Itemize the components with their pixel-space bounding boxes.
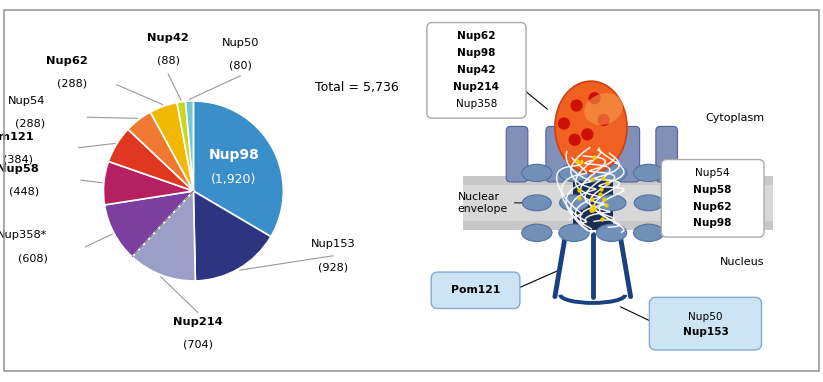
Text: (1,920): (1,920)	[212, 173, 257, 186]
Text: (608): (608)	[18, 253, 48, 263]
Text: Total = 5,736: Total = 5,736	[315, 81, 398, 94]
Wedge shape	[133, 191, 195, 281]
Text: Nup214: Nup214	[453, 82, 500, 92]
Ellipse shape	[559, 164, 589, 181]
Text: Nup58: Nup58	[0, 164, 39, 174]
Text: Nup153: Nup153	[682, 327, 728, 337]
Ellipse shape	[523, 195, 551, 211]
FancyBboxPatch shape	[506, 126, 528, 182]
Text: Nup54: Nup54	[695, 168, 730, 178]
FancyBboxPatch shape	[661, 160, 764, 237]
Text: Nup54: Nup54	[7, 96, 45, 105]
Text: Nup62: Nup62	[45, 56, 87, 66]
Wedge shape	[177, 101, 193, 191]
Circle shape	[570, 99, 583, 112]
Text: Pom121: Pom121	[451, 285, 500, 295]
Ellipse shape	[522, 164, 552, 181]
Ellipse shape	[634, 224, 664, 241]
Wedge shape	[104, 162, 193, 205]
Text: Nup98: Nup98	[694, 219, 732, 228]
Wedge shape	[109, 129, 193, 191]
Ellipse shape	[634, 164, 664, 181]
Circle shape	[569, 134, 581, 146]
Text: Nup62: Nup62	[693, 202, 732, 212]
Text: (448): (448)	[8, 186, 39, 196]
Wedge shape	[128, 112, 193, 191]
Text: (288): (288)	[15, 118, 45, 128]
Ellipse shape	[597, 195, 626, 211]
Wedge shape	[193, 101, 283, 237]
FancyBboxPatch shape	[463, 185, 773, 221]
Text: Nup98: Nup98	[458, 49, 495, 58]
Text: Nup358: Nup358	[456, 99, 497, 109]
Text: Nup358*: Nup358*	[0, 230, 48, 241]
Text: (384): (384)	[3, 154, 33, 164]
Ellipse shape	[635, 195, 663, 211]
Text: Nup50: Nup50	[221, 38, 259, 48]
Text: Nup214: Nup214	[173, 317, 223, 327]
Ellipse shape	[522, 224, 552, 241]
Wedge shape	[193, 191, 271, 281]
FancyBboxPatch shape	[580, 126, 602, 182]
Text: (88): (88)	[156, 55, 179, 65]
Text: Cytoplasm: Cytoplasm	[705, 113, 764, 123]
Text: Nup62: Nup62	[457, 31, 495, 41]
Wedge shape	[151, 102, 193, 191]
Text: Nup50: Nup50	[688, 311, 723, 322]
Circle shape	[588, 92, 601, 104]
Text: (928): (928)	[318, 262, 348, 272]
Circle shape	[558, 117, 570, 129]
Text: Nucleus: Nucleus	[719, 257, 764, 267]
Ellipse shape	[584, 93, 623, 125]
FancyBboxPatch shape	[463, 176, 773, 230]
Wedge shape	[185, 101, 193, 191]
Text: Nup153: Nup153	[310, 240, 356, 249]
Text: Pom121: Pom121	[0, 131, 33, 141]
Ellipse shape	[597, 224, 626, 241]
Wedge shape	[105, 191, 193, 257]
Text: Nup58: Nup58	[694, 185, 732, 195]
Ellipse shape	[559, 224, 589, 241]
FancyBboxPatch shape	[546, 126, 568, 182]
Ellipse shape	[555, 81, 627, 173]
FancyBboxPatch shape	[656, 126, 677, 182]
FancyBboxPatch shape	[649, 297, 761, 350]
Text: Nuclear
envelope: Nuclear envelope	[458, 192, 508, 214]
Text: Nup98: Nup98	[209, 148, 259, 162]
FancyBboxPatch shape	[431, 272, 520, 309]
Ellipse shape	[560, 195, 588, 211]
Ellipse shape	[597, 164, 626, 181]
Text: (80): (80)	[229, 61, 252, 71]
Text: Nup42: Nup42	[457, 65, 495, 75]
FancyBboxPatch shape	[573, 176, 612, 230]
Text: (704): (704)	[183, 340, 213, 350]
FancyBboxPatch shape	[618, 126, 639, 182]
Text: Nup42: Nup42	[147, 32, 189, 42]
Text: (288): (288)	[57, 79, 87, 89]
Circle shape	[597, 114, 610, 126]
Circle shape	[581, 128, 593, 141]
FancyBboxPatch shape	[427, 23, 526, 118]
